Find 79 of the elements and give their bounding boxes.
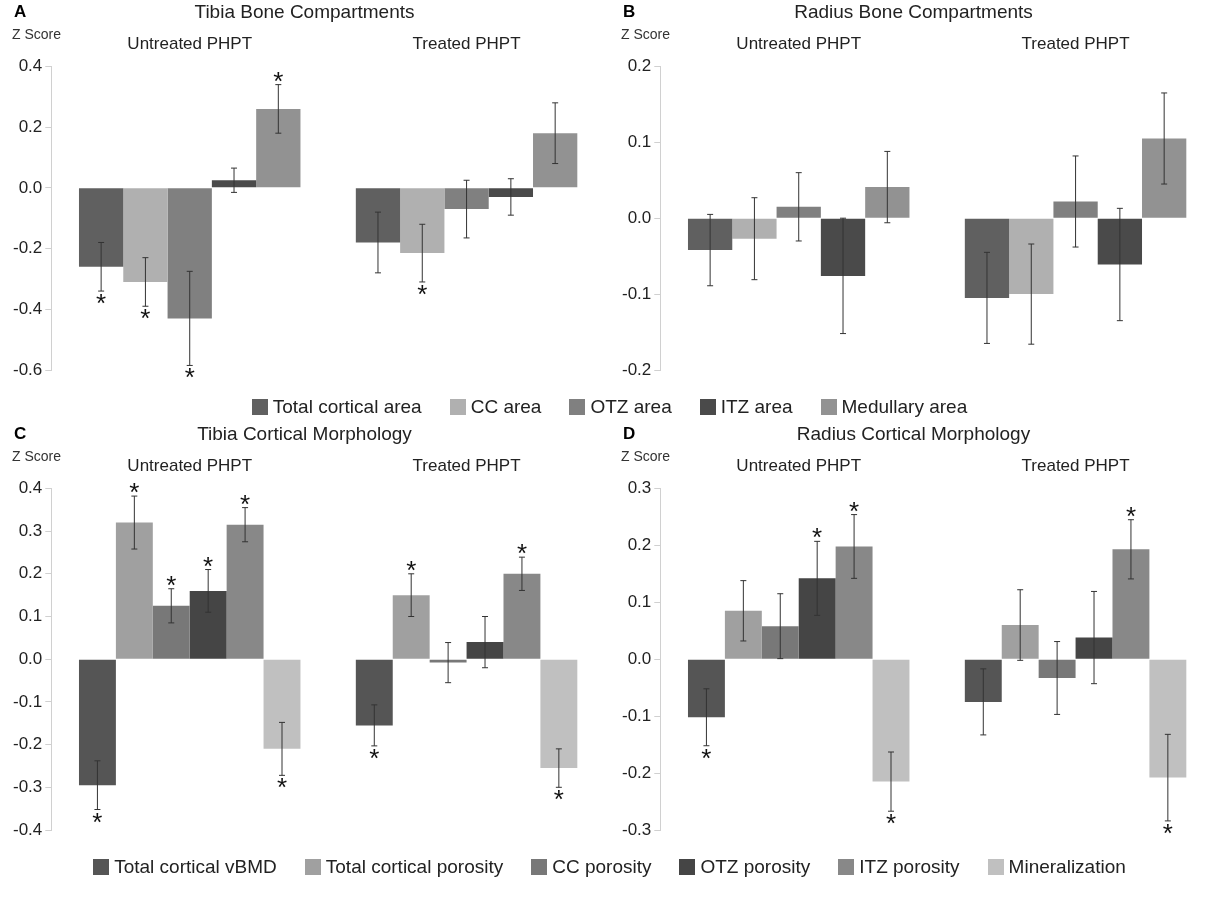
y-tick-label: -0.1 [622,705,652,725]
y-tick-label: -0.2 [13,734,43,754]
data-label: * [849,495,860,526]
y-tick-label: -0.6 [13,359,43,379]
data-label: * [417,278,428,309]
data-label: * [276,772,288,803]
y-tick-label: -0.3 [13,776,43,796]
y-axis-title: Z Score [12,26,62,42]
legend-label: Medullary area [841,396,968,418]
y-tick-label: 0.0 [627,648,652,668]
legend-label: ITZ porosity [859,856,960,878]
x-tick-label: Untreated PHPT [736,33,862,53]
legend-label: Total cortical vBMD [114,856,277,878]
chart-title: Radius Cortical Morphology [796,423,1031,444]
legend-label: CC area [470,396,542,418]
y-tick-label: -0.2 [622,762,652,782]
y-tick-label: 0.4 [18,56,43,76]
legend-label: ITZ area [720,396,793,418]
text: B [623,2,636,22]
data-label: * [140,303,151,334]
legend-label: OTZ area [590,396,672,418]
data-label: * [96,288,107,319]
legend-label: Mineralization [1008,856,1126,878]
data-label: * [812,522,823,553]
chart-title: Radius Bone Compartments [794,1,1033,22]
y-tick-label: 0.2 [627,535,652,555]
y-tick-label: 0.1 [627,591,652,611]
y-tick-label: 0.1 [627,131,652,151]
y-tick-label: 0.0 [18,177,43,197]
data-label: * [240,488,251,519]
data-label: * [129,477,140,508]
y-tick-label: 0.0 [627,207,652,227]
legend-label: CC porosity [552,856,652,878]
y-tick-label: 0.1 [18,606,43,626]
data-label: * [1125,500,1137,531]
data-label: * [885,808,897,839]
y-axis-title: Z Score [621,448,671,464]
text: C [14,424,27,444]
data-label: * [203,550,214,581]
y-tick-label: 0.3 [627,478,652,498]
chart-title: Tibia Cortical Morphology [197,423,412,444]
data-label: * [166,569,177,600]
y-tick-label: 0.2 [627,56,652,76]
text: D [623,424,636,444]
y-tick-label: -0.2 [13,238,43,258]
x-tick-label: Untreated PHPT [736,455,862,475]
legend-label: Total cortical area [272,396,422,418]
y-tick-label: 0.4 [18,478,43,498]
x-tick-label: Untreated PHPT [127,33,253,53]
y-axis-title: Z Score [12,448,62,464]
y-tick-label: -0.4 [13,298,43,318]
legend-label: Total cortical porosity [325,856,504,878]
y-tick-label: 0.3 [18,520,43,540]
y-tick-label: -0.1 [622,283,652,303]
data-label: * [369,742,380,773]
data-label: * [92,806,103,837]
x-tick-label: Treated PHPT [1021,33,1130,53]
data-label: * [516,538,528,569]
data-label: * [701,742,712,773]
x-tick-label: Treated PHPT [412,33,521,53]
y-tick-label: 0.2 [18,563,43,583]
chart-title: Tibia Bone Compartments [194,1,415,22]
data-label: * [553,784,564,815]
x-tick-label: Treated PHPT [1021,455,1130,475]
data-label: * [273,65,284,96]
legend-label: OTZ porosity [700,856,811,878]
data-label: * [406,554,417,585]
text: A [14,2,27,22]
x-tick-label: Untreated PHPT [127,455,253,475]
data-label: * [184,362,195,393]
y-tick-label: -0.1 [13,691,43,711]
y-axis-title: Z Score [621,26,671,42]
y-tick-label: -0.4 [13,819,43,839]
data-label: * [1162,817,1173,848]
y-tick-label: -0.2 [622,359,652,379]
y-tick-label: 0.2 [18,116,43,136]
y-tick-label: 0.0 [18,648,43,668]
y-tick-label: -0.3 [622,819,652,839]
x-tick-label: Treated PHPT [412,455,521,475]
